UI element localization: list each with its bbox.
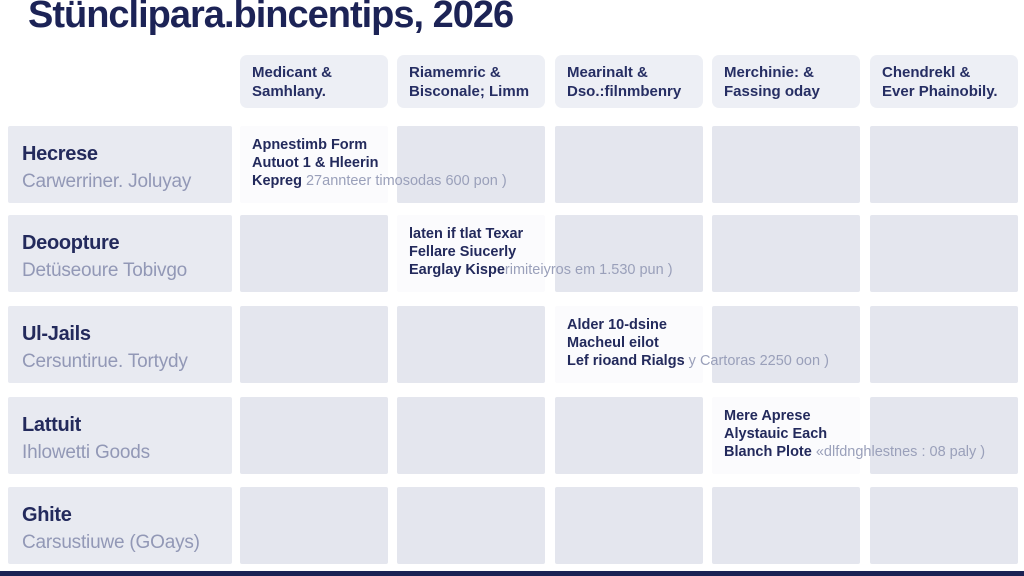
row-title: Ghite	[22, 504, 72, 526]
column-header-4: Merchinie: & Fassing oday	[712, 55, 860, 108]
cell-line-bold: Blanch Plote	[724, 444, 812, 460]
row-subtitle: Detüseoure Tobivgo	[22, 260, 188, 281]
row-title: Lattuit	[22, 414, 81, 436]
column-header-5: Chendrekl & Ever Phainobily.	[870, 55, 1018, 108]
table-cell-empty	[712, 126, 860, 203]
column-header-line: Medicant &	[252, 64, 333, 81]
cell-line: Earglay Kisperimiteiyros em 1.530 pun )	[409, 261, 673, 279]
cell-line: Blanch Plote «dlfdnghlestnes : 08 paly )	[724, 443, 985, 461]
table-cell-empty	[240, 306, 388, 383]
row-title: Hecrese	[22, 143, 98, 165]
row-title: Deoopture	[22, 232, 120, 254]
table-cell-empty	[555, 126, 703, 203]
cell-line-light: rimiteiyros em 1.530 pun )	[504, 262, 673, 278]
table-cell-filled: Mere Aprese Alystauic Each Blanch Plote …	[712, 397, 985, 474]
cell-line-light: 27annteer timosodas 600 pon )	[301, 173, 507, 189]
row-subtitle: Ihlowetti Goods	[22, 442, 150, 463]
cell-line-light: y Cartoras 2250 oon )	[684, 353, 829, 369]
column-header-3: Mearinalt & Dso.:filnmbenry	[555, 55, 703, 108]
row-label-3: Ul-Jails Cersuntirue. Tortydy	[8, 306, 232, 383]
column-header-2: Riamemric & Bisconale; Limm	[397, 55, 545, 108]
cell-line-light: «dlfdnghlestnes : 08 paly )	[811, 444, 986, 460]
cell-line: Alder 10-dsine	[567, 317, 667, 333]
bottom-accent-bar	[0, 571, 1024, 576]
table-cell-empty	[555, 215, 703, 292]
table-cell-empty	[240, 215, 388, 292]
cell-line: Alystauic Each	[724, 426, 828, 442]
column-header-1: Medicant & Samhlany.	[240, 55, 388, 108]
row-label-1: Hecrese Carwerriner. Joluyay	[8, 126, 232, 203]
table-cell-empty	[870, 397, 1018, 474]
column-header-line: Riamemric &	[409, 64, 501, 81]
column-header-line: Dso.:filnmbenry	[567, 83, 682, 100]
row-title: Ul-Jails	[22, 323, 91, 345]
table-cell-filled: Alder 10-dsine Macheul eilot Lef rioand …	[555, 306, 829, 383]
table-cell-empty	[870, 306, 1018, 383]
column-header-line: Chendrekl &	[882, 64, 971, 81]
table-cell-empty	[870, 487, 1018, 564]
table-cell-empty	[397, 487, 545, 564]
cell-line-bold: Earglay Kispe	[409, 262, 505, 278]
table-cell-empty	[397, 397, 545, 474]
table-cell-empty	[397, 126, 545, 203]
table-cell-empty	[555, 397, 703, 474]
column-header-line: Mearinalt &	[567, 64, 648, 81]
column-header-line: Fassing oday	[724, 83, 820, 100]
table-cell-empty	[712, 306, 860, 383]
cell-line: Macheul eilot	[567, 335, 659, 351]
table-cell-empty	[240, 487, 388, 564]
row-subtitle: Cersuntirue. Tortydy	[22, 351, 188, 372]
row-label-2: Deoopture Detüseoure Tobivgo	[8, 215, 232, 292]
cell-line: laten if tlat Texar	[409, 226, 524, 242]
column-header-line: Bisconale; Limm	[409, 83, 530, 100]
table-cell-empty	[712, 487, 860, 564]
table-cell-filled: laten if tlat Texar Fellare Siucerly Ear…	[397, 215, 673, 292]
cell-line: Autuot 1 & Hleerin	[252, 155, 379, 171]
table-cell-empty	[240, 397, 388, 474]
table-cell-empty	[555, 487, 703, 564]
table-cell-filled: Apnestimb Form Autuot 1 & Hleerin Kepreg…	[240, 126, 507, 203]
column-header-line: Ever Phainobily.	[882, 83, 998, 100]
cell-line: Mere Aprese	[724, 408, 811, 424]
page-title: Stünclipara.bincentips, 2026	[28, 0, 514, 36]
column-header-line: Merchinie: &	[724, 64, 815, 81]
row-subtitle: Carwerriner. Joluyay	[22, 171, 192, 192]
table-cell-empty	[712, 215, 860, 292]
row-label-5: Ghite Carsustiuwe (GOays)	[8, 487, 232, 564]
cell-line: Kepreg 27annteer timosodas 600 pon )	[252, 172, 507, 190]
cell-line-bold: Lef rioand Rialgs	[567, 353, 685, 369]
cell-line: Lef rioand Rialgs y Cartoras 2250 oon )	[567, 352, 829, 370]
table-cell-empty	[397, 306, 545, 383]
column-header-line: Samhlany.	[252, 83, 326, 100]
table-cell-empty	[870, 215, 1018, 292]
cell-line: Apnestimb Form	[252, 137, 368, 153]
table-cell-empty	[870, 126, 1018, 203]
row-subtitle: Carsustiuwe (GOays)	[22, 532, 200, 553]
cell-line-bold: Kepreg	[252, 173, 302, 189]
cell-line: Fellare Siucerly	[409, 244, 517, 260]
row-label-4: Lattuit Ihlowetti Goods	[8, 397, 232, 474]
